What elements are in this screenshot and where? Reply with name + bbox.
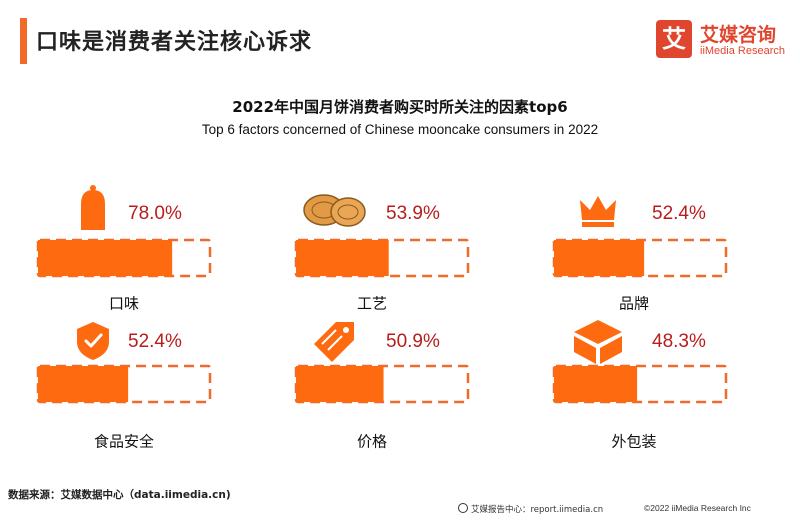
page-title: 口味是消费者关注核心诉求 [36,30,313,55]
shield-check-icon [77,322,109,360]
category-label: 外包装 [611,433,656,451]
category-label: 口味 [109,295,139,313]
value-label: 52.4% [652,203,706,224]
footer-copyright: ©2022 iiMedia Research Inc [644,503,751,513]
factor-card: 78.0% 口味 [36,185,212,313]
factor-card: 53.9% 工艺 [294,194,470,313]
factor-card: 50.9% 价格 [294,322,470,451]
logo-mark: 艾 [656,20,692,58]
value-label: 78.0% [128,203,182,224]
chart-title: 2022年中国月饼消费者购买时所关注的因素top6 [232,98,568,116]
mooncake-icon [303,194,366,227]
value-label: 52.4% [128,331,182,352]
value-bar [38,240,173,276]
salt-shaker-icon [81,185,105,230]
factor-card: 52.4% 品牌 [552,196,728,313]
category-label: 品牌 [619,295,649,313]
brand-logo: 艾 艾媒咨询 iiMedia Research [656,20,786,64]
factor-card: 52.4% 食品安全 [36,322,212,451]
footer-report-center: 艾媒报告中心：report.iimedia.cn [458,503,603,515]
value-bar [554,366,638,402]
gift-box-icon [574,320,622,364]
price-tag-icon [314,322,354,362]
factor-card: 48.3% 外包装 [552,320,728,451]
value-bar [554,240,645,276]
logo-name-cn: 艾媒咨询 [700,24,777,46]
value-bar [296,366,384,402]
chart-subtitle: Top 6 factors concerned of Chinese moonc… [201,122,599,137]
category-label: 工艺 [357,295,387,313]
title-accent-bar [20,18,27,64]
value-label: 48.3% [652,331,706,352]
globe-icon [458,503,468,513]
crown-icon [580,196,616,227]
category-label: 价格 [357,433,387,451]
value-label: 50.9% [386,331,440,352]
value-label: 53.9% [386,203,440,224]
value-bar [38,366,129,402]
value-bar [296,240,389,276]
category-label: 食品安全 [94,433,154,451]
footer-report-text: 艾媒报告中心：report.iimedia.cn [471,505,604,515]
logo-name-en: iiMedia Research [700,45,785,57]
data-source: 数据来源：艾媒数据中心（data.iimedia.cn) [8,489,231,501]
